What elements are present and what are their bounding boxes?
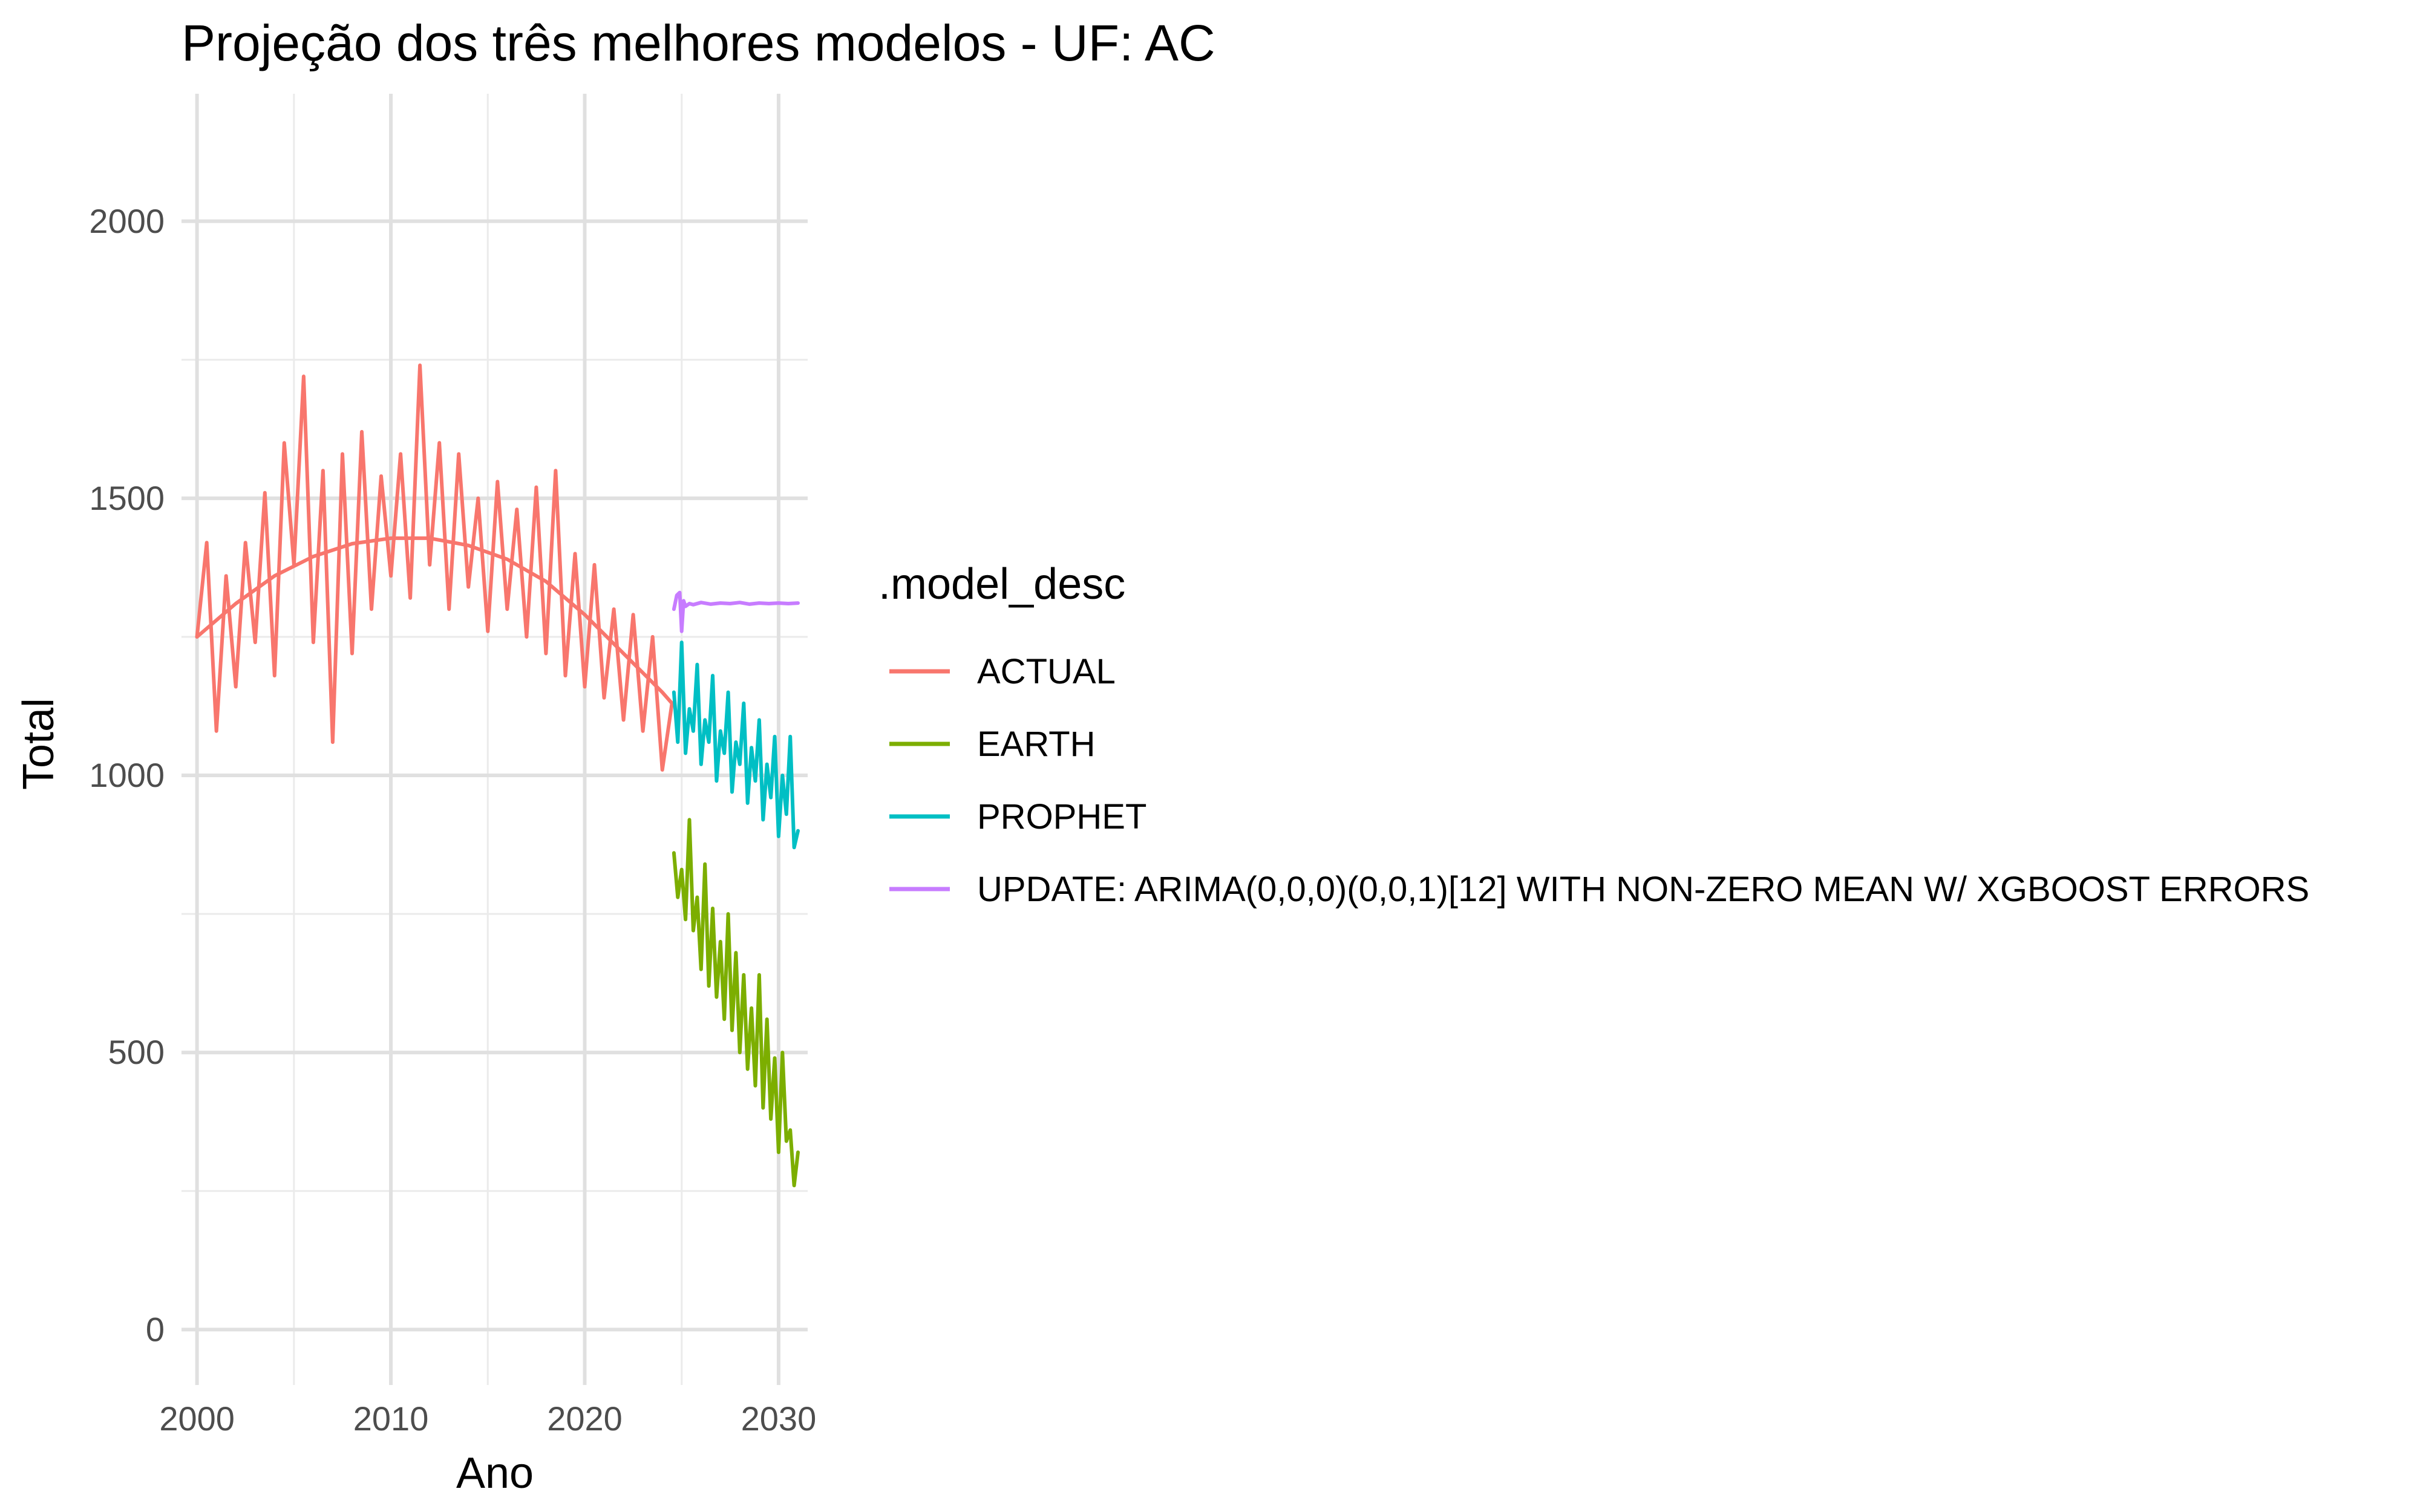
- x-tick-label: 2000: [159, 1400, 235, 1438]
- legend-label: PROPHET: [977, 797, 1146, 836]
- legend: .model_desc ACTUAL EARTH PROPHET UPDATE: AR…: [878, 560, 2309, 909]
- y-axis-tick-labels: 0 500 1000 1500 2000: [89, 202, 165, 1349]
- y-tick-label: 1000: [89, 756, 165, 794]
- series-line-prophet: [672, 640, 800, 850]
- series-line-actual: [195, 363, 674, 772]
- y-tick-label: 1500: [89, 479, 165, 517]
- legend-label: UPDATE: ARIMA(0,0,0)(0,0,1)[12] WITH NON…: [977, 870, 2309, 909]
- series-line-actual: [195, 536, 674, 705]
- x-tick-label: 2020: [547, 1400, 623, 1438]
- series-line-update: [672, 590, 800, 633]
- x-tick-label: 2030: [741, 1400, 817, 1438]
- chart-title: Projeção dos três melhores modelos - UF:…: [182, 15, 1215, 71]
- series-lines: [195, 363, 800, 1188]
- y-tick-label: 0: [146, 1310, 165, 1348]
- legend-label: EARTH: [977, 725, 1096, 764]
- grid: [182, 94, 808, 1385]
- y-tick-label: 500: [108, 1033, 165, 1071]
- y-axis-title: Total: [15, 698, 63, 790]
- x-axis-title: Ano: [456, 1449, 534, 1497]
- legend-label: ACTUAL: [977, 652, 1116, 691]
- series-line-earth: [672, 818, 800, 1188]
- legend-title: .model_desc: [878, 560, 1125, 608]
- y-tick-label: 2000: [89, 202, 165, 240]
- x-tick-label: 2010: [353, 1400, 429, 1438]
- x-axis-tick-labels: 2000 2010 2020 2030: [159, 1400, 816, 1438]
